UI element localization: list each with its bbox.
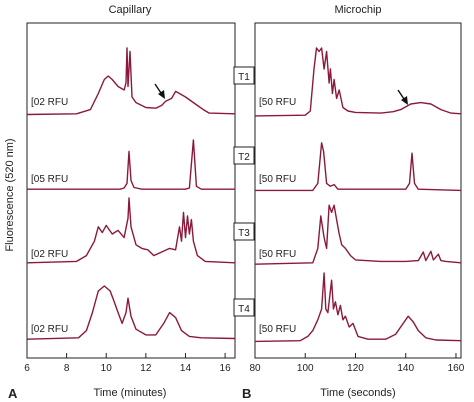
microchip-x-tick-label: 140 [397,363,414,374]
capillary-x-tick-label: 12 [140,363,152,374]
microchip-trace-t1 [254,47,462,117]
trace-label-box [233,146,255,165]
microchip-title: Microchip [334,4,381,16]
trace-label: T3 [238,228,250,239]
capillary-arrow-annotation [154,83,165,99]
y-axis-label: Fluorescence (520 nm) [4,138,16,251]
panel-letter-b: B [242,386,251,401]
capillary-trace-t2 [27,139,235,190]
trace-label: T2 [238,152,250,163]
microchip-arrow-annotation [397,89,408,105]
microchip-scale-label: [50 RFU [259,249,296,260]
trace-label: T4 [238,304,250,315]
capillary-trace-t3 [26,197,236,264]
microchip-scale-label: [50 RFU [259,324,296,335]
capillary-trace-t4 [26,285,236,340]
microchip-scale-label: [50 RFU [259,97,296,108]
microchip-x-tick-label: 160 [448,363,465,374]
microchip-trace-t3 [254,204,462,265]
capillary-x-tick-label: 10 [101,363,113,374]
capillary-scale-label: [02 RFU [31,249,68,260]
trace-label-box [233,298,255,317]
microchip-trace-t2 [255,142,462,192]
capillary-x-tick-label: 14 [180,363,192,374]
microchip-x-tick-label: 80 [249,363,261,374]
capillary-x-tick-label: 6 [24,363,30,374]
microchip-trace-t4 [254,272,462,343]
panel-letter-a: A [8,386,18,401]
microchip-x-tick-label: 120 [347,363,364,374]
capillary-scale-label: [02 RFU [31,324,68,335]
capillary-scale-label: [02 RFU [31,97,68,108]
capillary-scale-label: [05 RFU [31,174,68,185]
capillary-panel-frame [26,22,236,359]
trace-label-box [233,222,255,241]
capillary-x-tick-label: 16 [220,363,232,374]
capillary-trace-t1 [26,47,236,116]
trace-label-box [233,66,255,85]
capillary-x-tick-label: 8 [64,363,70,374]
microchip-x-axis-label: Time (seconds) [320,387,395,399]
trace-label: T1 [238,72,250,83]
microchip-scale-label: [50 RFU [259,174,296,185]
capillary-title: Capillary [109,4,152,16]
capillary-x-axis-label: Time (minutes) [94,387,167,399]
microchip-x-tick-label: 100 [297,363,314,374]
